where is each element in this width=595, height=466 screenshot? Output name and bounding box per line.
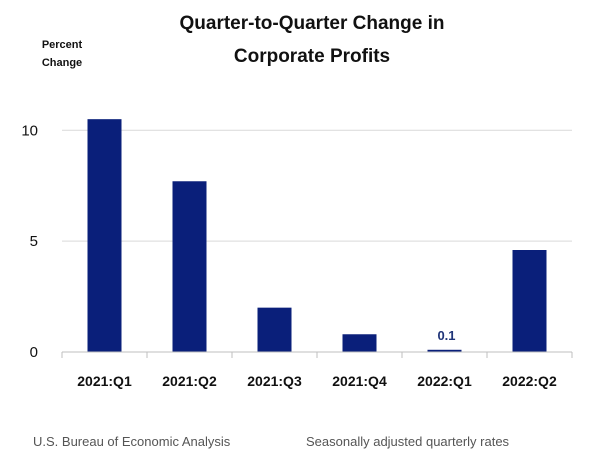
source-note: U.S. Bureau of Economic Analysis <box>33 434 231 449</box>
bar <box>342 334 377 352</box>
chart-title-line2: Corporate Profits <box>234 46 390 67</box>
chart-title-line1: Quarter-to-Quarter Change in <box>180 13 445 34</box>
gridlines <box>62 129 572 242</box>
labels: 0 5 10 2021:Q1 2021:Q2 2021:Q3 2021:Q4 2022:Q1 0… <box>21 122 557 389</box>
data-label: 0.1 <box>437 328 455 343</box>
y-tick-label: 0 <box>30 344 38 361</box>
bar <box>87 119 122 352</box>
bar <box>427 349 462 352</box>
x-axis <box>61 351 573 358</box>
x-tick-label: 2022:Q1 <box>417 373 472 389</box>
y-tick-label: 5 <box>30 233 38 250</box>
bar <box>172 181 207 352</box>
x-tick-label: 2021:Q3 <box>247 373 302 389</box>
x-tick-label: 2021:Q4 <box>332 373 387 389</box>
y-tick-label: 10 <box>21 122 38 139</box>
y-axis-label-line2: Change <box>42 57 82 69</box>
rate-note: Seasonally adjusted quarterly rates <box>306 434 510 449</box>
bars <box>87 119 547 352</box>
bar <box>257 307 292 352</box>
y-axis-label-line1: Percent <box>42 39 83 51</box>
x-tick-label: 2021:Q2 <box>162 373 217 389</box>
x-tick-label: 2022:Q2 <box>502 373 557 389</box>
x-tick-label: 2021:Q1 <box>77 373 132 389</box>
bar <box>512 250 547 352</box>
